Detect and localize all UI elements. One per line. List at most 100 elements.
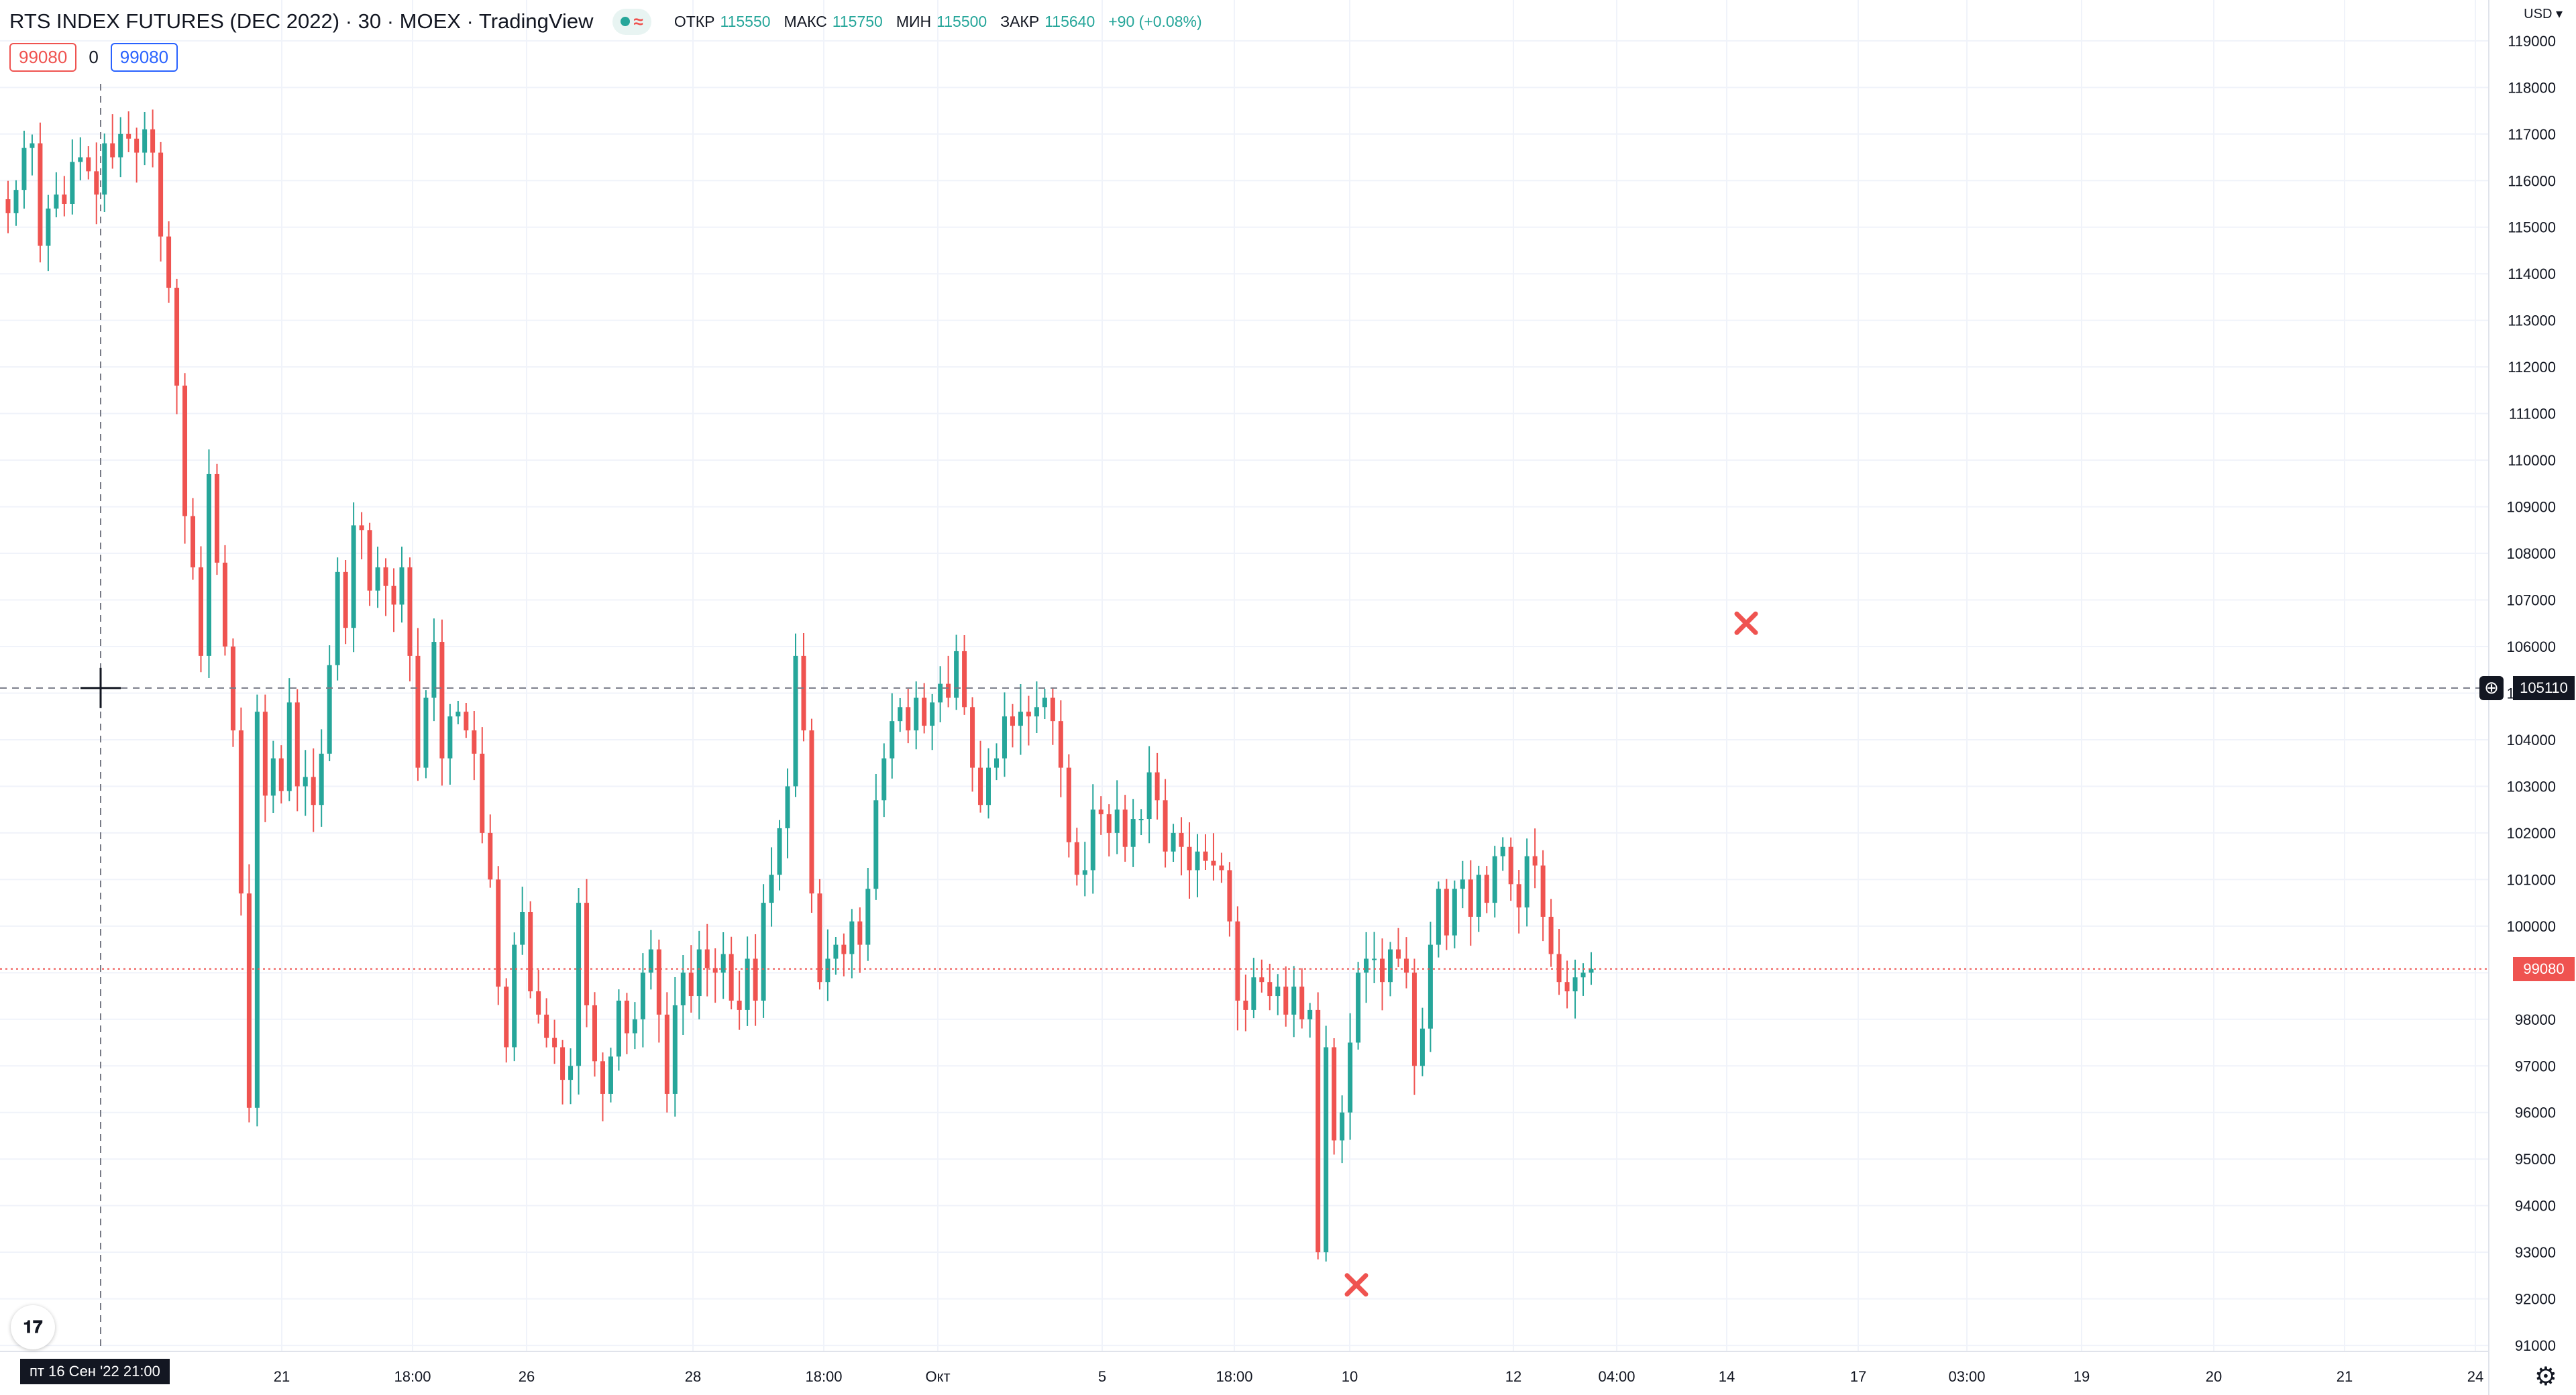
market-status[interactable]: ≈ xyxy=(612,8,651,35)
candle-body xyxy=(238,730,244,894)
time-tick-label: 18:00 xyxy=(394,1368,431,1385)
candle-body xyxy=(608,1056,613,1094)
candle-body xyxy=(624,1001,629,1034)
ohlc-legend: ОТКР 115550 МАКС 115750 МИН 115500 ЗАКР 1156… xyxy=(674,13,1202,31)
candle-body xyxy=(600,1061,605,1094)
candle-body xyxy=(303,777,308,787)
candle-body xyxy=(1171,832,1176,852)
price-tick-label: 108000 xyxy=(2507,545,2556,562)
candle-body xyxy=(158,152,164,237)
candle-body xyxy=(1235,921,1240,1001)
candle-body xyxy=(1090,810,1095,871)
tradingview-logo-icon[interactable]: 𝟏𝟕 xyxy=(11,1305,55,1349)
candle-body xyxy=(1251,977,1256,1010)
currency-selector[interactable]: USD ▾ xyxy=(2524,7,2563,21)
x-marker-icon xyxy=(1344,1273,1368,1297)
candle-body xyxy=(1556,954,1562,983)
time-tick-label: 19 xyxy=(2074,1368,2090,1385)
time-tick-label: Окт xyxy=(925,1368,950,1385)
candle-body xyxy=(464,712,469,731)
candle-body xyxy=(142,129,148,153)
price-tick-label: 107000 xyxy=(2507,592,2556,609)
candle-body xyxy=(62,194,67,204)
candle-body xyxy=(166,236,172,288)
candle-body xyxy=(1580,972,1586,978)
spread-value: 0 xyxy=(89,47,99,67)
currency-label: USD xyxy=(2524,7,2553,21)
candle-body xyxy=(793,655,798,787)
time-tick-label: 17 xyxy=(1850,1368,1866,1385)
candle-body xyxy=(504,987,509,1048)
market-open-dot-icon xyxy=(620,17,630,26)
candle-body xyxy=(1187,846,1192,871)
candle-body xyxy=(262,712,268,796)
candle-body xyxy=(753,958,758,1001)
candle-body xyxy=(568,1066,574,1080)
candle-body xyxy=(1436,889,1441,945)
candle-body xyxy=(777,828,782,875)
candle-body xyxy=(1316,1009,1321,1253)
time-axis: 21 18:00 26 28 18:00 Окт 5 18:00 10 12 04:00 14 17 03… xyxy=(0,1351,2489,1385)
candle-body xyxy=(222,562,227,647)
candle-body xyxy=(286,702,292,791)
low-value: 115500 xyxy=(936,12,987,30)
price-tick-label: 119000 xyxy=(2508,33,2556,50)
candle-body xyxy=(1348,1042,1353,1113)
candle-body xyxy=(801,655,806,731)
candle-body xyxy=(174,288,180,386)
candle-body xyxy=(1114,810,1120,833)
gear-icon[interactable]: ⚙ xyxy=(2534,1363,2557,1391)
price-tick-label: 100000 xyxy=(2507,918,2556,935)
candle-body xyxy=(1259,977,1265,983)
candle-body xyxy=(544,1014,549,1038)
candle-body xyxy=(873,800,879,889)
candle-body xyxy=(938,683,943,703)
candle-body xyxy=(745,958,750,1010)
candle-body xyxy=(447,716,453,759)
sell-button[interactable]: 99080 xyxy=(9,43,77,72)
candle-body xyxy=(890,721,895,759)
candle-body xyxy=(528,912,533,992)
price-tick-label: 116000 xyxy=(2508,172,2556,189)
candle-body xyxy=(1364,958,1369,973)
candle-body xyxy=(1163,800,1168,852)
candle-body xyxy=(294,702,300,787)
candle-body xyxy=(1267,982,1273,997)
time-tick-label: 04:00 xyxy=(1598,1368,1635,1385)
candle-body xyxy=(1050,698,1055,722)
open-label: ОТКР xyxy=(674,12,715,30)
candle-body xyxy=(857,921,863,945)
candle-body xyxy=(1130,819,1136,847)
candle-body xyxy=(1291,987,1297,1015)
add-alert-plus-icon[interactable]: ⊕ xyxy=(2479,675,2504,700)
candle-body xyxy=(1307,1009,1313,1019)
candle-body xyxy=(375,567,380,591)
high-label: МАКС xyxy=(784,12,827,30)
delayed-data-icon: ≈ xyxy=(633,11,643,32)
time-tick-label: 18:00 xyxy=(1216,1368,1252,1385)
candle-body xyxy=(1324,1047,1329,1253)
candle-body xyxy=(1356,972,1361,1043)
candle-body xyxy=(102,143,107,195)
crosshair-date-label: пт 16 Сен '22 21:00 xyxy=(20,1359,170,1384)
candle-body xyxy=(327,665,332,754)
price-tick-label: 95000 xyxy=(2515,1151,2556,1168)
buy-sell-panel: 99080 0 99080 xyxy=(9,43,178,72)
buy-button[interactable]: 99080 xyxy=(110,43,178,72)
candle-body xyxy=(311,777,316,805)
candle-body xyxy=(472,730,477,754)
candle-body xyxy=(1275,987,1281,997)
open-value: 115550 xyxy=(720,12,771,30)
candle-body xyxy=(5,199,11,213)
candle-body xyxy=(415,655,421,768)
candle-body xyxy=(1219,865,1224,871)
candle-body xyxy=(383,567,388,586)
candle-body xyxy=(1524,856,1529,908)
candle-body xyxy=(46,208,51,246)
symbol-title[interactable]: RTS INDEX FUTURES (DEC 2022) · 30 · MOEX… xyxy=(9,9,594,33)
price-tick-label: 93000 xyxy=(2515,1244,2556,1261)
candle-body xyxy=(38,143,43,246)
candle-body xyxy=(656,949,661,1015)
close-label: ЗАКР xyxy=(1000,12,1040,30)
